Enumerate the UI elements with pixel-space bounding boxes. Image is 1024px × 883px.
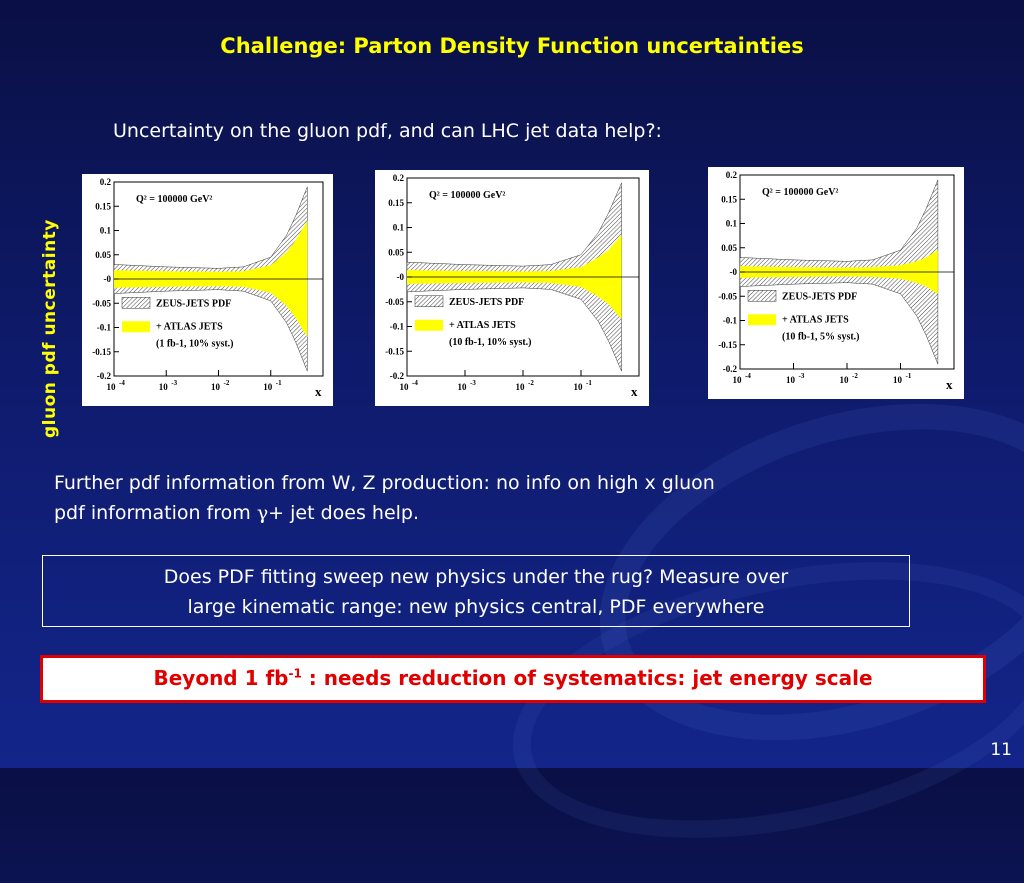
x-tick-label: 10	[574, 382, 584, 392]
legend-label: (10 fb-1, 10% syst.)	[449, 337, 532, 348]
x-tick-label: 10	[840, 375, 850, 385]
x-axis-label: x	[946, 377, 953, 392]
y-tick-label: -0.05	[92, 298, 111, 308]
legend-label: (1 fb-1, 10% syst.)	[156, 338, 234, 349]
y-axis-label: gluon pdf uncertainty	[40, 219, 60, 438]
pdf-info-paragraph: Further pdf information from W, Z produc…	[54, 468, 984, 528]
y-tick-label: 0.2	[100, 177, 112, 187]
gamma-symbol: γ	[256, 502, 269, 524]
slide-title: Challenge: Parton Density Function uncer…	[220, 34, 804, 58]
q2-label: Q² = 100000 GeV²	[136, 194, 212, 205]
x-tick-exponent: -2	[852, 372, 858, 380]
plot-svg: 0.20.150.10.05-0-0.05-0.1-0.15-0.210 -4 10…	[92, 177, 324, 399]
paragraph-line-2: pdf information from γ+ jet does help.	[54, 498, 984, 528]
plot-svg: 0.20.150.10.05-0-0.05-0.1-0.15-0.210 -4 10…	[385, 173, 640, 399]
alert-text: : needs reduction of systematics: jet en…	[301, 666, 873, 690]
alert-text: Beyond 1 fb	[153, 666, 289, 690]
legend-swatch-zeus	[414, 295, 444, 307]
page-number: 11	[990, 740, 1012, 760]
legend-swatch-atlas	[415, 319, 443, 331]
y-tick-label: -0.05	[718, 291, 737, 301]
legend-swatch-atlas	[748, 314, 776, 326]
legend-swatch-atlas	[122, 321, 150, 333]
x-axis-label: x	[315, 384, 322, 399]
y-tick-label: 0.1	[726, 219, 738, 229]
x-tick-exponent: -4	[412, 379, 418, 387]
question-line-2: large kinematic range: new physics centr…	[187, 596, 765, 618]
alert-superscript: -1	[288, 666, 302, 681]
y-tick-label: -0.15	[385, 346, 404, 356]
x-tick-label: 10	[263, 382, 273, 392]
y-tick-label: 0.15	[388, 198, 404, 208]
y-tick-label: 0.15	[95, 201, 111, 211]
legend-swatch-zeus	[747, 290, 777, 302]
x-tick-exponent: -1	[276, 379, 282, 387]
legend-label: + ATLAS JETS	[156, 321, 223, 332]
y-tick-label: -0.15	[92, 347, 111, 357]
x-tick-label: 10	[458, 382, 468, 392]
q2-label: Q² = 100000 GeV²	[762, 187, 838, 198]
x-tick-label: 10	[159, 382, 169, 392]
x-tick-exponent: -1	[906, 372, 912, 380]
x-tick-label: 10	[516, 382, 526, 392]
x-tick-label: 10	[893, 375, 903, 385]
y-tick-label: 0.05	[721, 243, 737, 253]
y-tick-label: 0.2	[393, 173, 405, 183]
y-tick-label: -0.1	[390, 322, 405, 332]
x-axis-label: x	[631, 384, 638, 399]
x-tick-exponent: -3	[171, 379, 177, 387]
y-tick-label: 0.05	[95, 250, 111, 260]
legend-label: ZEUS-JETS PDF	[782, 291, 857, 302]
x-tick-label: 10	[211, 382, 221, 392]
gluon-pdf-plot-3: 0.2 0.15 0.1 0.05 -0 -0.05 -0.1 -0.15 -0.2 10 -4 10…	[708, 167, 964, 399]
legend-label: ZEUS-JETS PDF	[156, 298, 231, 309]
y-tick-label: -0.2	[97, 371, 112, 381]
y-tick-label: 0.15	[721, 194, 737, 204]
y-tick-label: 0.05	[388, 247, 404, 257]
x-tick-exponent: -4	[745, 372, 751, 380]
y-tick-label: 0.1	[100, 226, 112, 236]
paragraph-line-1: Further pdf information from W, Z produc…	[54, 472, 715, 494]
paragraph-text: + jet does help.	[268, 502, 420, 524]
x-tick-exponent: -3	[470, 379, 476, 387]
gluon-pdf-plot-2: 0.2 0.15 0.1 0.05 -0 -0.05 -0.1 -0.15 -0.2 10 -4 10…	[375, 170, 649, 406]
q2-label: Q² = 100000 GeV²	[429, 190, 505, 201]
x-tick-exponent: -4	[119, 379, 125, 387]
y-tick-label: -0	[730, 267, 738, 277]
y-tick-label: -0.05	[385, 297, 404, 307]
x-tick-label: 10	[786, 375, 796, 385]
x-tick-label: 10	[107, 382, 117, 392]
x-tick-exponent: -1	[586, 379, 592, 387]
gluon-pdf-plot-1: 0.2 0.15 0.1 0.05 -0 -0.05 -0.1 -0.15 -0.2 10 -4 10…	[82, 174, 333, 406]
y-tick-label: -0	[397, 272, 405, 282]
slide-subtitle: Uncertainty on the gluon pdf, and can LH…	[113, 120, 662, 142]
paragraph-text: pdf information from	[54, 502, 257, 524]
y-tick-label: -0.1	[723, 316, 738, 326]
y-tick-label: -0.15	[718, 340, 737, 350]
legend-swatch-zeus	[121, 297, 151, 309]
legend-label: + ATLAS JETS	[449, 320, 516, 331]
y-tick-label: -0.2	[390, 371, 405, 381]
y-tick-label: -0.1	[97, 323, 112, 333]
legend-label: ZEUS-JETS PDF	[449, 297, 524, 308]
plot-svg: 0.20.150.10.05-0-0.05-0.1-0.15-0.210 -4 10…	[718, 170, 955, 392]
x-tick-exponent: -2	[224, 379, 230, 387]
x-tick-label: 10	[400, 382, 410, 392]
y-tick-label: -0.2	[723, 364, 738, 374]
y-tick-label: 0.1	[393, 223, 405, 233]
x-tick-exponent: -2	[528, 379, 534, 387]
legend-label: (10 fb-1, 5% syst.)	[782, 331, 860, 342]
systematics-alert-box: Beyond 1 fb-1 : needs reduction of syste…	[40, 655, 986, 703]
question-box: Does PDF fitting sweep new physics under…	[42, 555, 910, 627]
x-tick-label: 10	[733, 375, 743, 385]
y-tick-label: 0.2	[726, 170, 738, 180]
x-tick-exponent: -3	[799, 372, 805, 380]
y-tick-label: -0	[104, 274, 112, 284]
legend-label: + ATLAS JETS	[782, 314, 849, 325]
question-line-1: Does PDF fitting sweep new physics under…	[163, 566, 789, 588]
